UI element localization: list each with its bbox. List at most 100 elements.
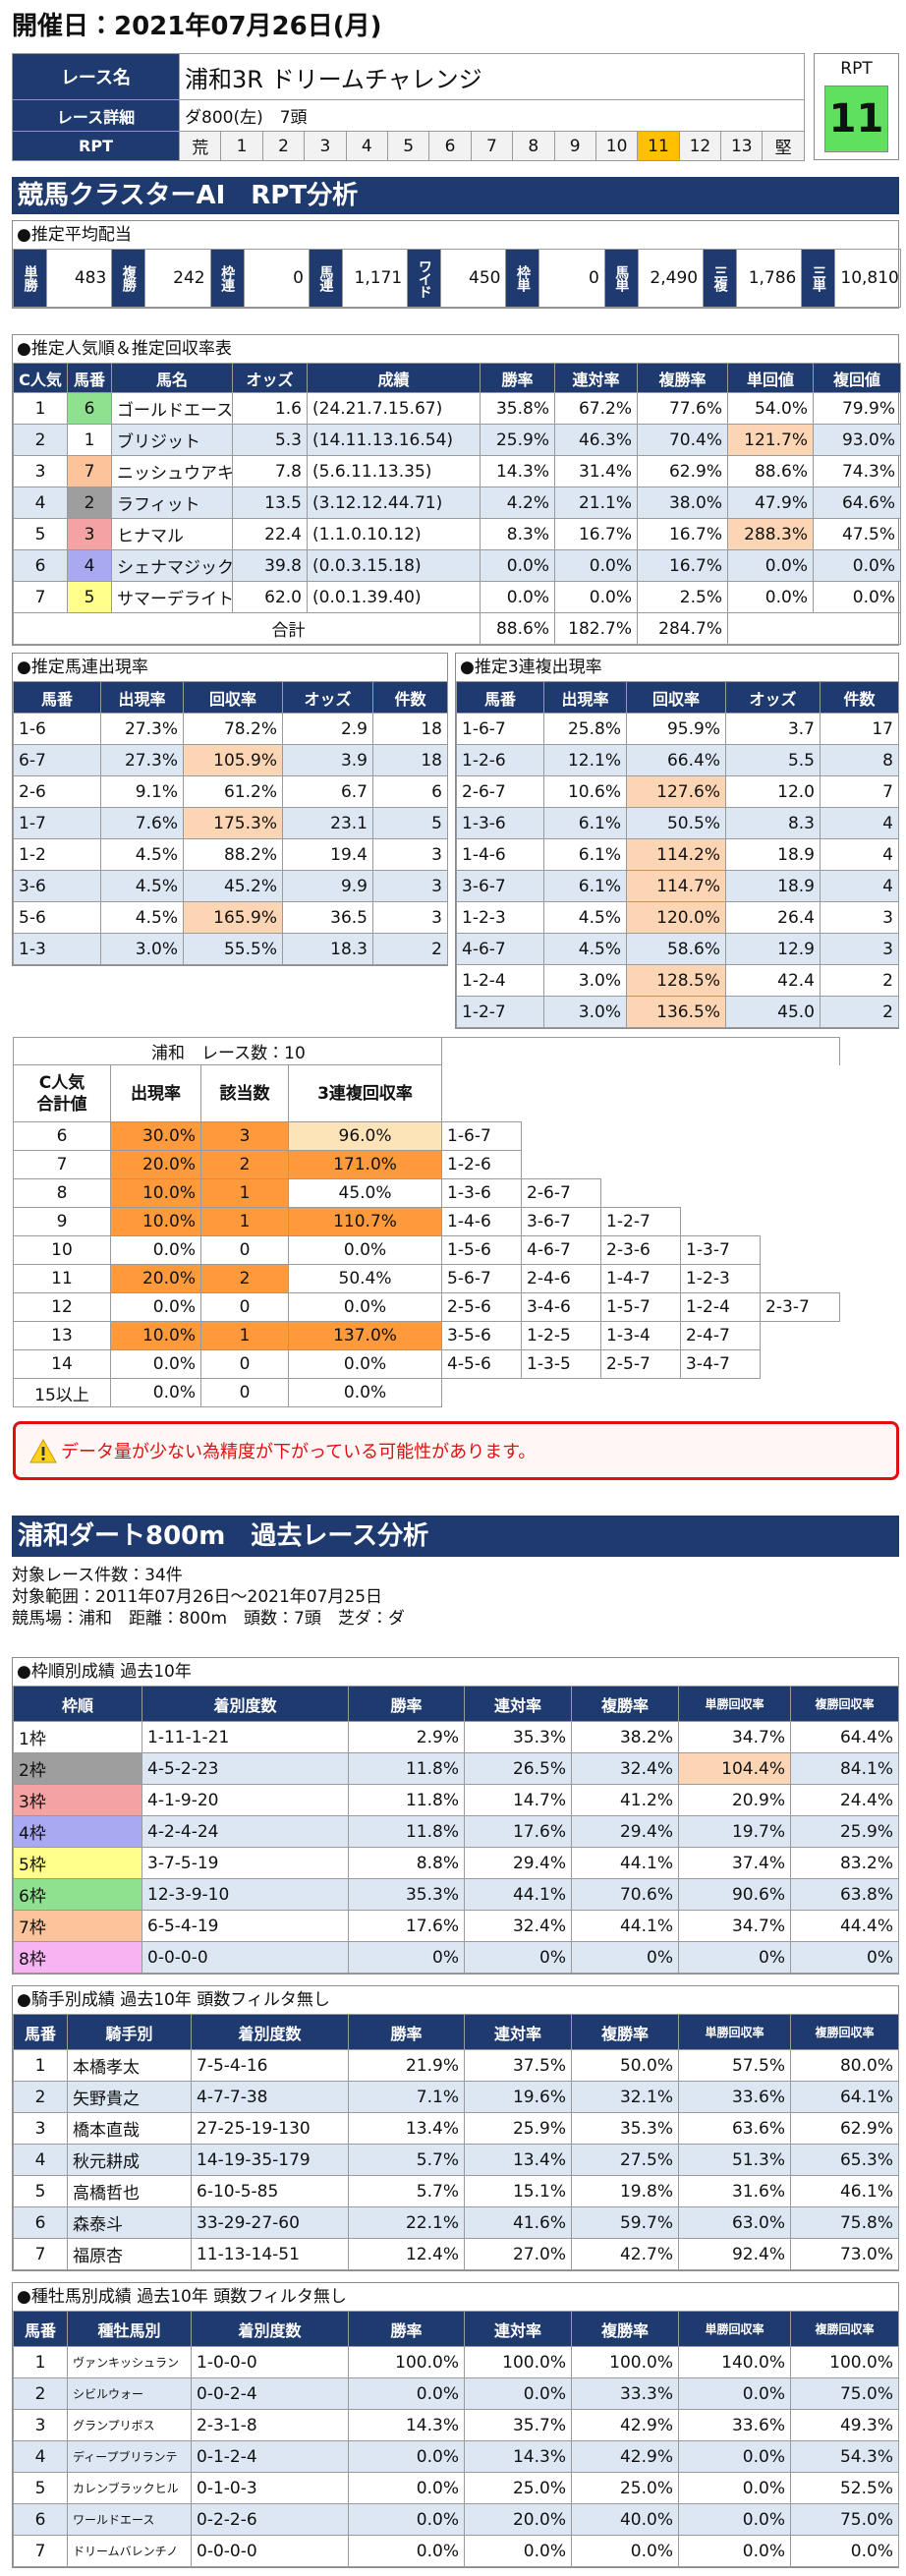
rpt-scale-cell: 2 <box>261 131 306 161</box>
cell: 秋元耕成 <box>67 2144 192 2176</box>
row: 4 秋元耕成 14-19-35-179 5.7% 13.4% 27.5% 51.3% 65.3… <box>13 2144 899 2176</box>
cell: 11.8% <box>348 1752 465 1785</box>
cell: 35.3% <box>348 1878 465 1911</box>
header-cell: 馬番 <box>456 681 544 714</box>
cell: 0.0% <box>480 581 555 613</box>
cell: 5.3 <box>232 424 308 456</box>
rpt-scale-cell: 13 <box>720 131 764 161</box>
cell: 0.0% <box>678 2503 791 2536</box>
cell: 127.6% <box>626 775 726 808</box>
cell <box>441 1037 841 1065</box>
cell: 4.5% <box>100 901 184 934</box>
payout-box: ●推定平均配当 単勝 483 複勝 242 枠連 0 馬連 1,171 ワイド 450 枠単 0 馬単 2… <box>12 220 901 309</box>
cell: 0.0% <box>678 2377 791 2410</box>
cell: 35.3% <box>464 1721 572 1753</box>
cell: 46.1% <box>790 2175 899 2207</box>
row: 9 10.0% 1 110.7% 1-4-6 3-6-7 1-2-7 <box>13 1207 840 1236</box>
cell: 1.6 <box>232 392 308 425</box>
cell: 42.7% <box>571 2238 679 2270</box>
cell: 15以上 <box>13 1378 111 1407</box>
cell: 165.9% <box>183 901 283 934</box>
cell: 0.0% <box>348 2535 465 2567</box>
cell: 8.8% <box>348 1847 465 1879</box>
cell <box>601 1179 681 1208</box>
cell: 7 <box>13 1150 111 1179</box>
cell <box>761 1322 840 1350</box>
header-cell: C人気 <box>13 363 68 393</box>
cell: 1-4-6 <box>456 838 544 871</box>
cell: 80.0% <box>790 2049 899 2082</box>
row: 1-2-7 3.0% 136.5% 45.0 2 <box>456 996 899 1028</box>
row: 7 ドリームバレンチノ 0-0-0-0 0.0% 0.0% 0.0% 0.0% 0.0% <box>13 2535 899 2567</box>
cell: 17 <box>820 713 899 745</box>
cell: 3.0% <box>543 996 627 1028</box>
header-cell: オッズ <box>725 681 821 714</box>
header-cell: 単勝回収率 <box>678 2014 791 2050</box>
warning-box: データ量が少ない為精度が下がっている可能性があります。 <box>13 1421 899 1480</box>
cell: ラフィット <box>111 487 233 519</box>
cell <box>522 1065 601 1122</box>
cell: 0.0% <box>480 549 555 582</box>
cell: 26.5% <box>464 1752 572 1785</box>
cell: 31.6% <box>678 2175 791 2207</box>
payout-label: 複勝 <box>111 249 146 308</box>
cell: 31.4% <box>554 455 638 487</box>
cell: 3 <box>13 455 68 487</box>
cell: 24.4% <box>790 1784 899 1816</box>
cell: 22.4 <box>232 518 308 550</box>
combo-cell: 4-5-6 <box>441 1349 523 1379</box>
cell: 288.3% <box>727 518 814 550</box>
cell: 44.1% <box>464 1878 572 1911</box>
cell: 18.3 <box>282 933 373 965</box>
header-row: C人気 馬番 馬名 オッズ 成績 勝率 連対率 複勝率 単回値 複回値 <box>13 363 901 393</box>
cell: 1 <box>200 1321 289 1350</box>
cell: 62.9% <box>790 2112 899 2145</box>
cell: 64.1% <box>790 2081 899 2113</box>
cell: 11.8% <box>348 1815 465 1848</box>
cell: 23.1 <box>282 807 373 839</box>
header-row: 馬番 出現率 回収率 オッズ 件数 <box>13 681 448 714</box>
cell <box>441 1378 522 1407</box>
cell: 7枠 <box>13 1910 142 1942</box>
rpt-scale-cell: 堅 <box>762 131 805 161</box>
payout-table: 単勝 483 複勝 242 枠連 0 馬連 1,171 ワイド 450 枠単 0 馬単 2,490 三複 1,… <box>13 249 901 308</box>
payout-label: 三複 <box>703 249 738 308</box>
row: 7枠 6-5-4-19 17.6% 32.4% 44.1% 34.7% 44.4% <box>13 1910 899 1942</box>
combo-cell: 1-4-6 <box>441 1207 523 1236</box>
cell: 21.1% <box>554 487 638 519</box>
cell: (3.12.12.44.71) <box>307 487 481 519</box>
cell: 4 <box>13 2440 68 2473</box>
cell: 6 <box>13 1121 111 1151</box>
row: レース詳細 ダ800(左) 7頭 <box>12 99 805 132</box>
total-value: 284.7% <box>637 612 728 645</box>
cell: 6.1% <box>543 807 627 839</box>
cell: 100.0% <box>790 2346 899 2378</box>
rpt-scale-cell: 8 <box>512 131 555 161</box>
cell: ヒナマル <box>111 518 233 550</box>
cell <box>761 1350 840 1379</box>
cell: 3 <box>372 901 448 934</box>
row: 1-2 4.5% 88.2% 19.4 3 <box>13 838 448 871</box>
cell: 1-3-6 <box>456 807 544 839</box>
total-value: 182.7% <box>554 612 638 645</box>
cell: 46.3% <box>554 424 638 456</box>
cell: 6.1% <box>543 838 627 871</box>
cell: 3枠 <box>13 1784 142 1816</box>
combo-cell: 2-4-7 <box>680 1321 762 1350</box>
row: 6 4 シェナマジック 39.8 (0.0.3.15.18) 0.0% 0.0% 16.7% 0… <box>13 549 901 582</box>
cell: 4.5% <box>543 901 627 934</box>
row: 1 6 ゴールドエース 1.6 (24.21.7.15.67) 35.8% 67.2% 77.… <box>13 392 901 425</box>
cell: 5 <box>13 2175 68 2207</box>
combo-cell: 1-4-7 <box>600 1264 682 1293</box>
rpt-scale-cell: 4 <box>345 131 388 161</box>
row: 1-2-3 4.5% 120.0% 26.4 3 <box>456 901 899 934</box>
cell: 1-6-7 <box>456 713 544 745</box>
cell: 4 <box>820 870 899 902</box>
cell: 0.0% <box>790 2535 899 2567</box>
cell: 77.6% <box>637 392 728 425</box>
cell: 12.4% <box>348 2238 465 2270</box>
row: 2-6-7 10.6% 127.6% 12.0 7 <box>456 775 899 808</box>
cell: 0% <box>348 1941 465 1974</box>
cell: 2枠 <box>13 1752 142 1785</box>
cell: 64.4% <box>790 1721 899 1753</box>
